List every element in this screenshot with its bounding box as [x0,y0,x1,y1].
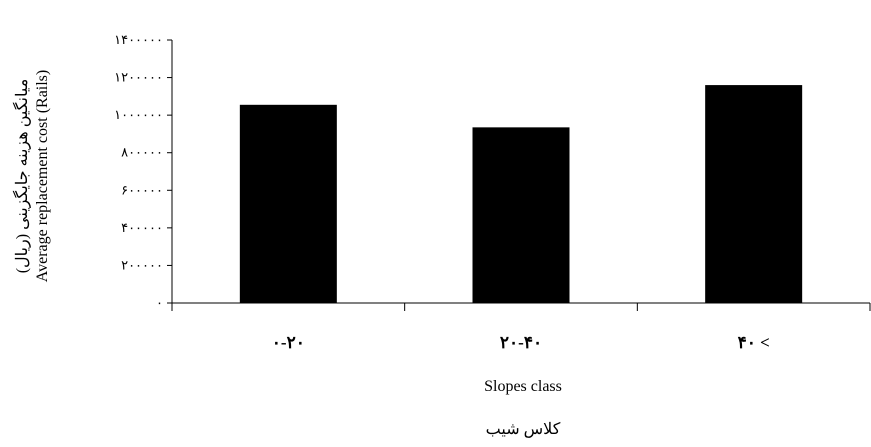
x-tick-label: ۲۰-۴۰ [500,333,542,352]
y-axis-label: Average replacement cost (Rails) [34,70,51,283]
y-tick-label: ۰ [156,295,163,310]
bars-group [239,85,803,303]
x-axis-label: Slopes class [484,378,562,395]
x-tick-label: ۴۰ < [738,333,770,352]
y-tick-label: ۱۰۰۰۰۰۰ [114,107,163,122]
y-ticks-group: ۰ ۲۰۰۰۰۰ ۴۰۰۰۰۰ ۶۰۰۰۰۰ ۸۰۰۰۰۰ ۱۰۰۰۰۰۰ ۱۲۰۰۰۰۰ ۱… [114,32,172,310]
y-tick-label: ۱۲۰۰۰۰۰ [114,70,163,85]
y-tick-label: ۲۰۰۰۰۰ [121,257,163,272]
y-tick-label: ۸۰۰۰۰۰ [121,145,163,160]
x-tick-label: ۰-۲۰ [272,333,305,352]
y-axis-label-persian: میانگین هزینه جایگزینی (ریال) [12,79,31,274]
y-tick-label: ۱۴۰۰۰۰۰ [114,32,163,47]
bar [705,85,803,303]
bar [472,127,570,303]
y-tick-label: ۶۰۰۰۰۰ [121,182,163,197]
y-tick-label: ۴۰۰۰۰۰ [121,220,163,235]
axes-group [171,40,870,304]
x-axis-label-persian: کلاس شیب [486,421,561,438]
bar [239,104,337,303]
x-ticks-group: ۰-۲۰ ۲۰-۴۰ ۴۰ < [171,303,871,352]
